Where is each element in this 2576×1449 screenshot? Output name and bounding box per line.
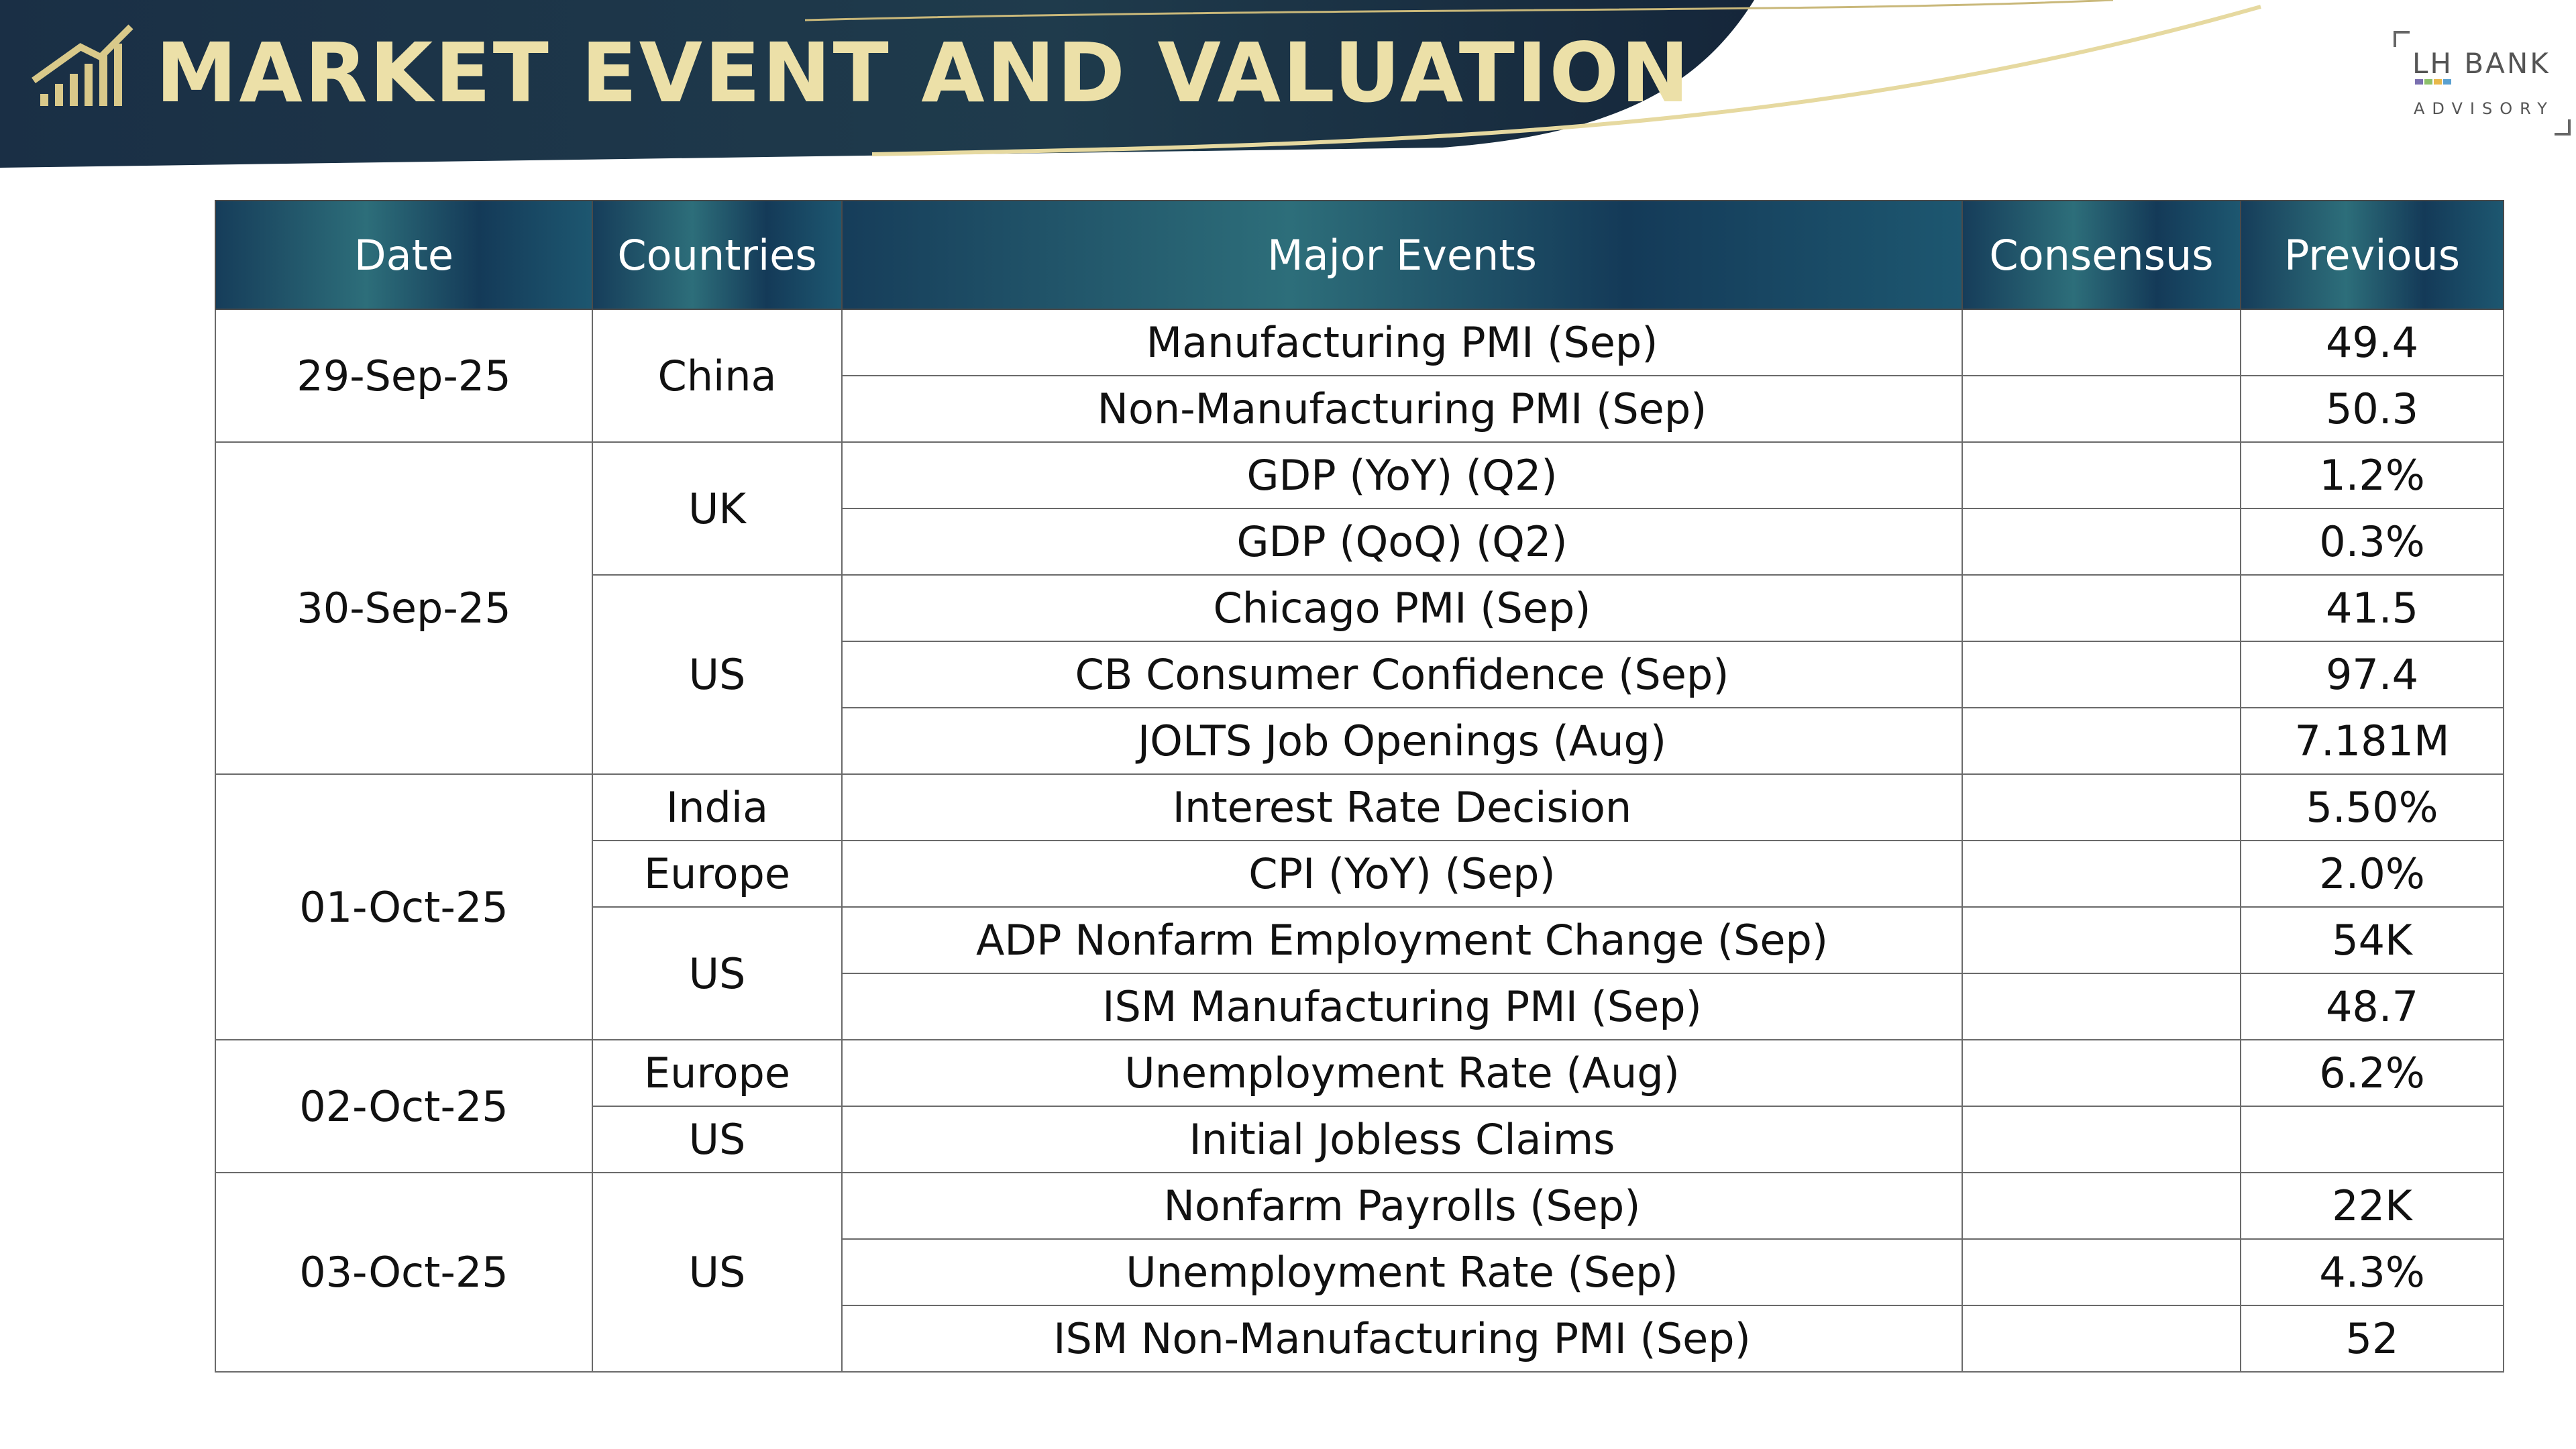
previous-cell: 5.50% bbox=[2240, 773, 2504, 841]
banner-swoosh bbox=[804, 0, 2114, 21]
event-cell: CB Consumer Confidence (Sep) bbox=[841, 641, 1963, 708]
country-cell: Europe bbox=[592, 840, 843, 908]
event-cell: Unemployment Rate (Aug) bbox=[841, 1039, 1963, 1107]
consensus-cell bbox=[1962, 508, 2241, 576]
table-row: 02-Oct-25 Europe Unemployment Rate (Aug) 6.… bbox=[215, 1039, 2504, 1173]
consensus-cell bbox=[1962, 773, 2241, 841]
event-cell: ISM Non-Manufacturing PMI (Sep) bbox=[841, 1305, 1963, 1373]
consensus-cell bbox=[1962, 641, 2241, 708]
previous-cell bbox=[2240, 1106, 2504, 1173]
column-header: Major Events bbox=[841, 200, 1963, 310]
column-header: Consensus bbox=[1962, 200, 2241, 310]
logo-name: LH BANK bbox=[2412, 47, 2551, 80]
banner-swoosh bbox=[871, 5, 2261, 156]
table-row: 30-Sep-25 UK GDP (YoY) (Q2) 1.2% bbox=[215, 441, 2504, 775]
consensus-cell bbox=[1962, 574, 2241, 642]
event-cell: GDP (QoQ) (Q2) bbox=[841, 508, 1963, 576]
previous-cell: 6.2% bbox=[2240, 1039, 2504, 1107]
table-row: ISM Manufacturing PMI (Sep) 48.7 bbox=[215, 973, 2504, 1040]
event-cell: Chicago PMI (Sep) bbox=[841, 574, 1963, 642]
logo-bracket bbox=[2394, 31, 2571, 136]
banner-shape bbox=[0, 0, 1754, 168]
logo-tagline: ADVISORY bbox=[2414, 99, 2555, 118]
country-cell: China bbox=[592, 309, 843, 443]
country-cell: US bbox=[592, 574, 843, 775]
table-body: 29-Sep-25 China Manufacturing PMI (Sep) 49.… bbox=[215, 309, 2504, 1373]
table-row: Non-Manufacturing PMI (Sep) 50.3 bbox=[215, 375, 2504, 443]
consensus-cell bbox=[1962, 441, 2241, 509]
consensus-cell bbox=[1962, 1238, 2241, 1306]
table-row: CB Consumer Confidence (Sep) 97.4 bbox=[215, 641, 2504, 708]
table-row: ISM Non-Manufacturing PMI (Sep) 52 bbox=[215, 1305, 2504, 1373]
column-header: Previous bbox=[2240, 200, 2504, 310]
event-cell: CPI (YoY) (Sep) bbox=[841, 840, 1963, 908]
date-cell: 01-Oct-25 bbox=[215, 773, 593, 1040]
previous-cell: 1.2% bbox=[2240, 441, 2504, 509]
consensus-cell bbox=[1962, 1172, 2241, 1240]
date-cell: 02-Oct-25 bbox=[215, 1039, 593, 1173]
event-cell: Nonfarm Payrolls (Sep) bbox=[841, 1172, 1963, 1240]
header-banner bbox=[0, 0, 2571, 168]
date-cell: 29-Sep-25 bbox=[215, 309, 593, 443]
consensus-cell bbox=[1962, 840, 2241, 908]
consensus-cell bbox=[1962, 1305, 2241, 1373]
country-cell: US bbox=[592, 906, 843, 1040]
events-table: Date Countries Major Events Consensus Previo… bbox=[215, 200, 2504, 1373]
date-cell: 30-Sep-25 bbox=[215, 441, 593, 775]
event-cell: JOLTS Job Openings (Aug) bbox=[841, 707, 1963, 775]
previous-cell: 48.7 bbox=[2240, 973, 2504, 1040]
event-cell: ISM Manufacturing PMI (Sep) bbox=[841, 973, 1963, 1040]
previous-cell: 54K bbox=[2240, 906, 2504, 974]
country-cell: India bbox=[592, 773, 843, 841]
consensus-cell bbox=[1962, 906, 2241, 974]
table-row: US Initial Jobless Claims bbox=[215, 1106, 2504, 1173]
previous-cell: 22K bbox=[2240, 1172, 2504, 1240]
table-row: US Chicago PMI (Sep) 41.5 bbox=[215, 574, 2504, 775]
country-cell: US bbox=[592, 1106, 843, 1173]
consensus-cell bbox=[1962, 1106, 2241, 1173]
table-row: Europe CPI (YoY) (Sep) 2.0% bbox=[215, 840, 2504, 908]
table-row: GDP (QoQ) (Q2) 0.3% bbox=[215, 508, 2504, 576]
consensus-cell bbox=[1962, 1039, 2241, 1107]
previous-cell: 4.3% bbox=[2240, 1238, 2504, 1306]
date-cell: 03-Oct-25 bbox=[215, 1172, 593, 1373]
table-row: JOLTS Job Openings (Aug) 7.181M bbox=[215, 707, 2504, 775]
event-cell: Unemployment Rate (Sep) bbox=[841, 1238, 1963, 1306]
country-cell: UK bbox=[592, 441, 843, 576]
country-cell: Europe bbox=[592, 1039, 843, 1107]
header-row: Date Countries Major Events Consensus Previo… bbox=[215, 200, 2504, 310]
table-row: US ADP Nonfarm Employment Change (Sep) 54K bbox=[215, 906, 2504, 1040]
event-cell: Non-Manufacturing PMI (Sep) bbox=[841, 375, 1963, 443]
title-icon bbox=[32, 24, 133, 106]
consensus-cell bbox=[1962, 309, 2241, 376]
country-cell: US bbox=[592, 1172, 843, 1373]
logo-bars bbox=[2415, 79, 2451, 85]
previous-cell: 97.4 bbox=[2240, 641, 2504, 708]
event-cell: Manufacturing PMI (Sep) bbox=[841, 309, 1963, 376]
previous-cell: 41.5 bbox=[2240, 574, 2504, 642]
page-title: MARKET EVENT AND VALUATION bbox=[156, 25, 1692, 121]
previous-cell: 50.3 bbox=[2240, 375, 2504, 443]
event-cell: ADP Nonfarm Employment Change (Sep) bbox=[841, 906, 1963, 974]
column-header: Date bbox=[215, 200, 593, 310]
consensus-cell bbox=[1962, 973, 2241, 1040]
consensus-cell bbox=[1962, 707, 2241, 775]
table-row: 01-Oct-25 India Interest Rate Decision 5.50… bbox=[215, 773, 2504, 1040]
table-row: 29-Sep-25 China Manufacturing PMI (Sep) 49.… bbox=[215, 309, 2504, 443]
table-row: 03-Oct-25 US Nonfarm Payrolls (Sep) 22K bbox=[215, 1172, 2504, 1373]
previous-cell: 2.0% bbox=[2240, 840, 2504, 908]
event-cell: Initial Jobless Claims bbox=[841, 1106, 1963, 1173]
previous-cell: 49.4 bbox=[2240, 309, 2504, 376]
previous-cell: 0.3% bbox=[2240, 508, 2504, 576]
event-cell: Interest Rate Decision bbox=[841, 773, 1963, 841]
event-cell: GDP (YoY) (Q2) bbox=[841, 441, 1963, 509]
previous-cell: 52 bbox=[2240, 1305, 2504, 1373]
previous-cell: 7.181M bbox=[2240, 707, 2504, 775]
column-header: Countries bbox=[592, 200, 843, 310]
table-row: Unemployment Rate (Sep) 4.3% bbox=[215, 1238, 2504, 1306]
consensus-cell bbox=[1962, 375, 2241, 443]
